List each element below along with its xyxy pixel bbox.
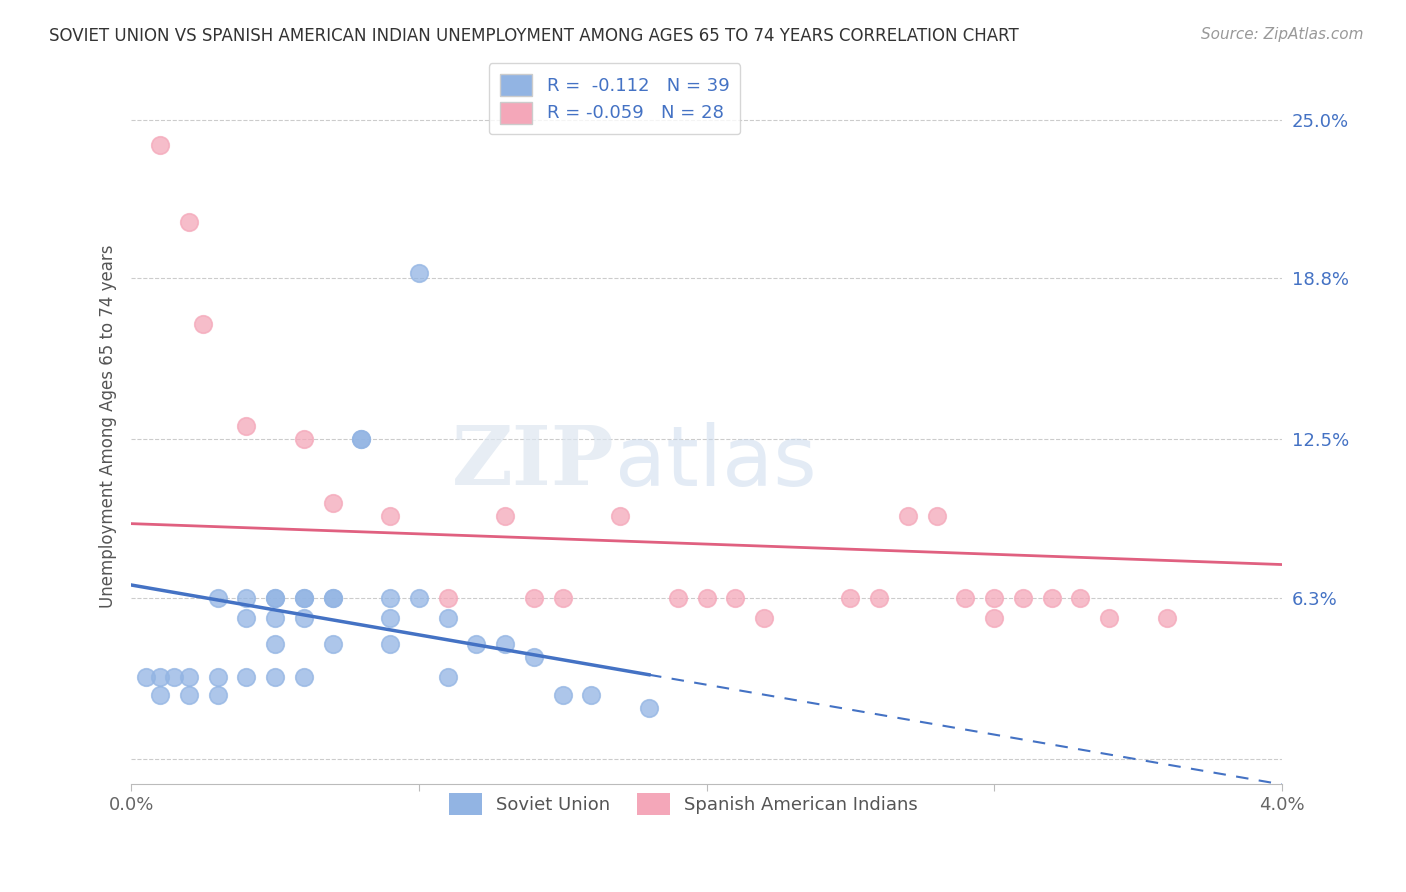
Point <box>292 432 315 446</box>
Point <box>177 670 200 684</box>
Point <box>752 611 775 625</box>
Point <box>551 591 574 605</box>
Point <box>322 637 344 651</box>
Point <box>207 688 229 702</box>
Point <box>378 591 401 605</box>
Point <box>149 138 172 153</box>
Point <box>378 637 401 651</box>
Point <box>350 432 373 446</box>
Point <box>149 688 172 702</box>
Point <box>207 591 229 605</box>
Point <box>408 591 430 605</box>
Point <box>1156 611 1178 625</box>
Point <box>292 611 315 625</box>
Point <box>983 591 1005 605</box>
Point <box>666 591 689 605</box>
Point <box>207 670 229 684</box>
Point <box>264 591 287 605</box>
Point <box>378 508 401 523</box>
Point <box>925 508 948 523</box>
Point <box>177 215 200 229</box>
Point <box>378 611 401 625</box>
Point <box>494 508 516 523</box>
Point <box>551 688 574 702</box>
Text: atlas: atlas <box>614 422 817 503</box>
Point <box>322 591 344 605</box>
Point <box>264 670 287 684</box>
Point <box>235 670 257 684</box>
Point <box>581 688 603 702</box>
Point <box>235 591 257 605</box>
Point <box>235 419 257 434</box>
Point <box>322 496 344 510</box>
Text: Source: ZipAtlas.com: Source: ZipAtlas.com <box>1201 27 1364 42</box>
Point <box>177 688 200 702</box>
Text: ZIP: ZIP <box>451 422 614 502</box>
Point <box>839 591 862 605</box>
Point <box>436 611 458 625</box>
Point <box>638 700 661 714</box>
Point <box>408 266 430 280</box>
Y-axis label: Unemployment Among Ages 65 to 74 years: Unemployment Among Ages 65 to 74 years <box>100 244 117 608</box>
Point <box>436 670 458 684</box>
Point <box>322 591 344 605</box>
Point <box>350 432 373 446</box>
Legend: Soviet Union, Spanish American Indians: Soviet Union, Spanish American Indians <box>439 781 929 825</box>
Point <box>696 591 718 605</box>
Point <box>523 649 546 664</box>
Point <box>264 611 287 625</box>
Point <box>724 591 747 605</box>
Point <box>149 670 172 684</box>
Point <box>191 317 214 331</box>
Point <box>609 508 631 523</box>
Point <box>897 508 920 523</box>
Point <box>292 591 315 605</box>
Point <box>1040 591 1063 605</box>
Point <box>436 591 458 605</box>
Point <box>1069 591 1091 605</box>
Point <box>292 670 315 684</box>
Point <box>465 637 488 651</box>
Point <box>1012 591 1035 605</box>
Point <box>163 670 186 684</box>
Point <box>264 637 287 651</box>
Text: SOVIET UNION VS SPANISH AMERICAN INDIAN UNEMPLOYMENT AMONG AGES 65 TO 74 YEARS C: SOVIET UNION VS SPANISH AMERICAN INDIAN … <box>49 27 1019 45</box>
Point <box>1098 611 1121 625</box>
Point <box>292 591 315 605</box>
Point <box>235 611 257 625</box>
Point <box>983 611 1005 625</box>
Point <box>523 591 546 605</box>
Point <box>955 591 977 605</box>
Point <box>868 591 890 605</box>
Point <box>264 591 287 605</box>
Point <box>494 637 516 651</box>
Point <box>135 670 157 684</box>
